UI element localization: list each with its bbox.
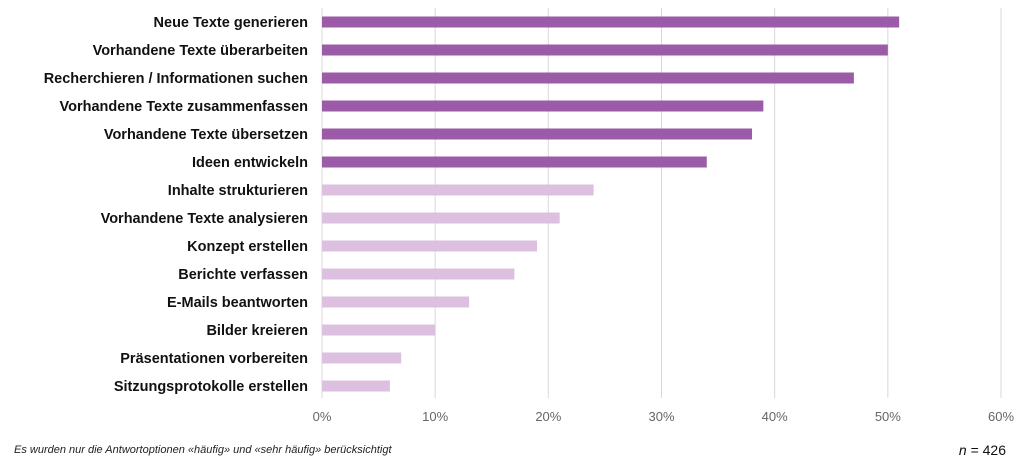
bar-5: [322, 156, 707, 168]
category-labels: Neue Texte generieren Vorhandene Texte üb…: [44, 15, 308, 395]
category-label-12: Präsentationen vorbereiten: [120, 351, 308, 367]
bar-4: [322, 128, 753, 140]
bar-2: [322, 72, 854, 84]
category-label-4: Vorhandene Texte übersetzen: [104, 127, 308, 143]
category-label-3: Vorhandene Texte zusammenfassen: [60, 99, 308, 115]
x-tick-label-2: 20%: [535, 409, 561, 424]
sample-size-value: = 426: [970, 442, 1006, 458]
category-label-10: E-Mails beantworten: [167, 295, 308, 311]
x-tick-label-1: 10%: [422, 409, 448, 424]
x-axis-ticks: 0% 10% 20% 30% 40% 50% 60%: [313, 409, 1015, 424]
category-label-13: Sitzungsprotokolle erstellen: [114, 379, 308, 395]
gridlines: [321, 8, 1002, 398]
bar-3: [322, 100, 764, 112]
x-tick-label-0: 0%: [313, 409, 332, 424]
category-label-7: Vorhandene Texte analysieren: [101, 211, 308, 227]
bar-chart: Neue Texte generieren Vorhandene Texte üb…: [44, 8, 1015, 424]
category-label-6: Inhalte strukturieren: [168, 183, 308, 199]
category-label-11: Bilder kreieren: [206, 323, 308, 339]
bar-12: [322, 352, 402, 364]
bars: [322, 16, 900, 392]
category-label-2: Recherchieren / Informationen suchen: [44, 71, 308, 87]
bar-1: [322, 44, 888, 56]
footnote: Es wurden nur die Antwortoptionen «häufi…: [14, 444, 392, 456]
bar-0: [322, 16, 900, 28]
bar-9: [322, 268, 515, 280]
category-label-8: Konzept erstellen: [187, 239, 308, 255]
x-tick-label-3: 30%: [648, 409, 674, 424]
category-label-9: Berichte verfassen: [178, 267, 308, 283]
bar-10: [322, 296, 470, 308]
category-label-1: Vorhandene Texte überarbeiten: [93, 43, 308, 59]
x-tick-label-5: 50%: [875, 409, 901, 424]
bar-8: [322, 240, 538, 252]
sample-size-label: n: [958, 442, 967, 458]
bar-6: [322, 184, 594, 196]
bar-7: [322, 212, 560, 224]
bar-13: [322, 380, 390, 392]
sample-size: n = 426: [959, 442, 1006, 458]
x-tick-label-6: 60%: [988, 409, 1014, 424]
category-label-0: Neue Texte generieren: [154, 15, 308, 31]
x-tick-label-4: 40%: [762, 409, 788, 424]
bar-11: [322, 324, 436, 336]
category-label-5: Ideen entwickeln: [192, 155, 308, 171]
